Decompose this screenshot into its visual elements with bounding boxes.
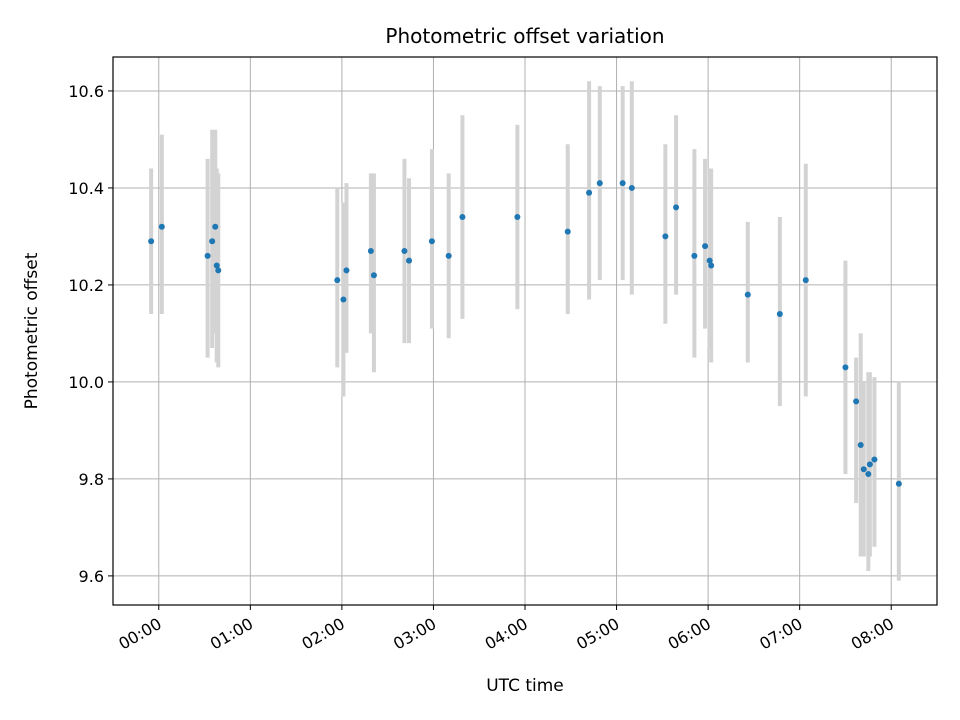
- data-point: [367, 247, 374, 254]
- data-point: [895, 480, 902, 487]
- data-point: [628, 184, 635, 191]
- data-point: [204, 252, 211, 259]
- data-point: [401, 247, 408, 254]
- data-point: [406, 257, 413, 264]
- y-tick-label: 10.4: [68, 179, 104, 198]
- data-point: [866, 461, 873, 468]
- data-point: [445, 252, 452, 259]
- data-point: [865, 471, 872, 478]
- y-tick-label: 9.6: [79, 567, 104, 586]
- data-point: [343, 267, 350, 274]
- data-point: [860, 466, 867, 473]
- x-axis-label: UTC time: [486, 676, 564, 696]
- y-tick-label: 10.2: [68, 276, 104, 295]
- data-point: [586, 189, 593, 196]
- data-point: [673, 204, 680, 211]
- data-point: [213, 262, 220, 269]
- data-point: [708, 262, 715, 269]
- data-point: [691, 252, 698, 259]
- grid-lines: [113, 57, 937, 605]
- data-point: [215, 267, 222, 274]
- data-point: [596, 180, 603, 187]
- chart-title: Photometric offset variation: [385, 24, 664, 48]
- y-tick-label: 10.0: [68, 373, 104, 392]
- data-point: [702, 243, 709, 250]
- y-tick-label: 9.8: [79, 470, 104, 489]
- data-point: [428, 238, 435, 245]
- data-point: [514, 214, 521, 221]
- data-point: [564, 228, 571, 235]
- y-axis-ticks: 9.6 9.8 10.0 10.2 10.4 10.6: [68, 82, 113, 586]
- data-point: [744, 291, 751, 298]
- data-point: [871, 456, 878, 463]
- data-point: [802, 277, 809, 284]
- data-point: [209, 238, 216, 245]
- y-tick-label: 10.6: [68, 82, 104, 101]
- data-point: [340, 296, 347, 303]
- data-points: [148, 180, 902, 487]
- data-point: [459, 214, 466, 221]
- data-point: [857, 441, 864, 448]
- data-point: [776, 311, 783, 318]
- data-point: [706, 257, 713, 264]
- data-point: [148, 238, 155, 245]
- data-point: [158, 223, 165, 230]
- data-point: [370, 272, 377, 279]
- y-axis-label: Photometric offset: [22, 252, 42, 409]
- data-point: [662, 233, 669, 240]
- data-point: [619, 180, 626, 187]
- data-point: [853, 398, 860, 405]
- data-point: [334, 277, 341, 284]
- data-point: [212, 223, 219, 230]
- data-point: [842, 364, 849, 371]
